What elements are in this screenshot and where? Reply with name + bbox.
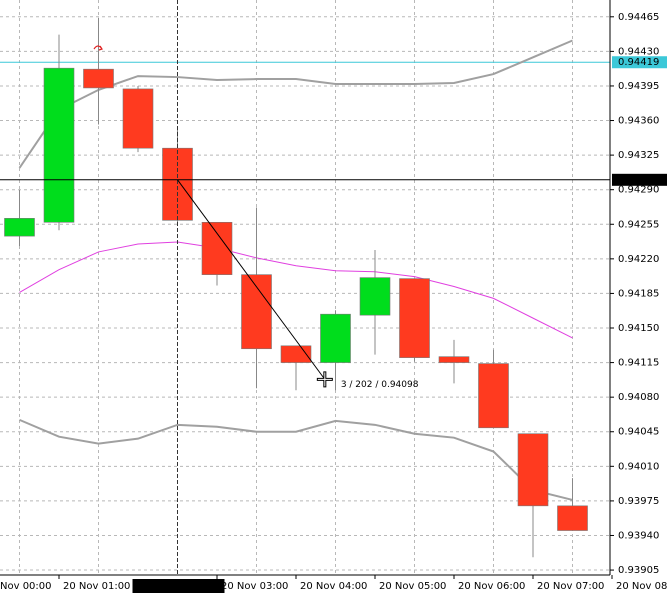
y-tick-label: 0.94045: [618, 427, 659, 438]
candle-body: [162, 147, 193, 221]
candle-body: [241, 274, 272, 350]
candle-body: [83, 68, 114, 89]
y-tick-label: 0.94290: [618, 185, 659, 196]
y-tick-label: 0.94325: [618, 150, 659, 161]
x-tick-label: 20 Nov 05:00: [379, 581, 446, 592]
y-tick-label: 0.94010: [618, 461, 659, 472]
arrow-icon: [93, 45, 103, 51]
candle-body: [43, 67, 75, 223]
indicator-line: [19, 241, 573, 339]
y-tick-label: 0.93940: [618, 530, 659, 541]
x-tick-label: 20 Nov 07:00: [537, 581, 604, 592]
y-tick-label: 0.94255: [618, 219, 659, 230]
crosshair-time-label: 2013.11.20 2:30: [137, 581, 220, 592]
plot-area: 3 / 202 / 0.94098: [0, 0, 610, 575]
bid-label-box: [612, 56, 667, 69]
candle-body: [359, 277, 391, 316]
y-tick-label: 0.94080: [618, 392, 659, 403]
candle-body: [201, 221, 233, 275]
y-tick-label: 0.94465: [618, 12, 659, 23]
crosshair-price-label-box: [612, 173, 667, 186]
y-tick-label: 0.94430: [618, 46, 659, 57]
y-tick-label: 0.94150: [618, 323, 659, 334]
y-tick-label: 0.94185: [618, 288, 659, 299]
ruler-label: 3 / 202 / 0.94098: [341, 380, 419, 390]
cursor-cross-inner: [317, 372, 332, 387]
y-tick-label: 0.94220: [618, 254, 659, 265]
x-tick-label: Nov 00:00: [0, 581, 52, 592]
x-tick-label: 20 Nov 03:00: [221, 581, 288, 592]
candle-body: [320, 313, 351, 363]
x-tick-label: 20 Nov 06:00: [458, 581, 525, 592]
candle-body: [399, 278, 430, 358]
crosshair-time-box: [132, 579, 225, 593]
crosshair-price-label: 0.94300: [618, 175, 659, 186]
candle-body: [438, 356, 470, 363]
y-tick-label: 0.94115: [618, 358, 659, 369]
y-tick-label: 0.93975: [618, 496, 659, 507]
candle-body: [478, 363, 509, 429]
y-tick-label: 0.94395: [618, 81, 659, 92]
candle-body: [122, 88, 154, 149]
ruler-line: [177, 179, 326, 380]
x-tick-label: 20 Nov 04:00: [300, 581, 367, 592]
x-tick-label: 20 Nov 01:00: [63, 581, 130, 592]
bid-label: 0.94419: [618, 57, 659, 68]
x-tick-label: 20 Nov 08: [616, 581, 667, 592]
y-tick-label: 0.93905: [618, 565, 659, 576]
candle-body: [4, 218, 35, 237]
indicator-line: [19, 418, 573, 501]
candle-body: [517, 433, 549, 507]
y-tick-label: 0.94360: [618, 116, 659, 127]
candle-body: [557, 505, 588, 531]
